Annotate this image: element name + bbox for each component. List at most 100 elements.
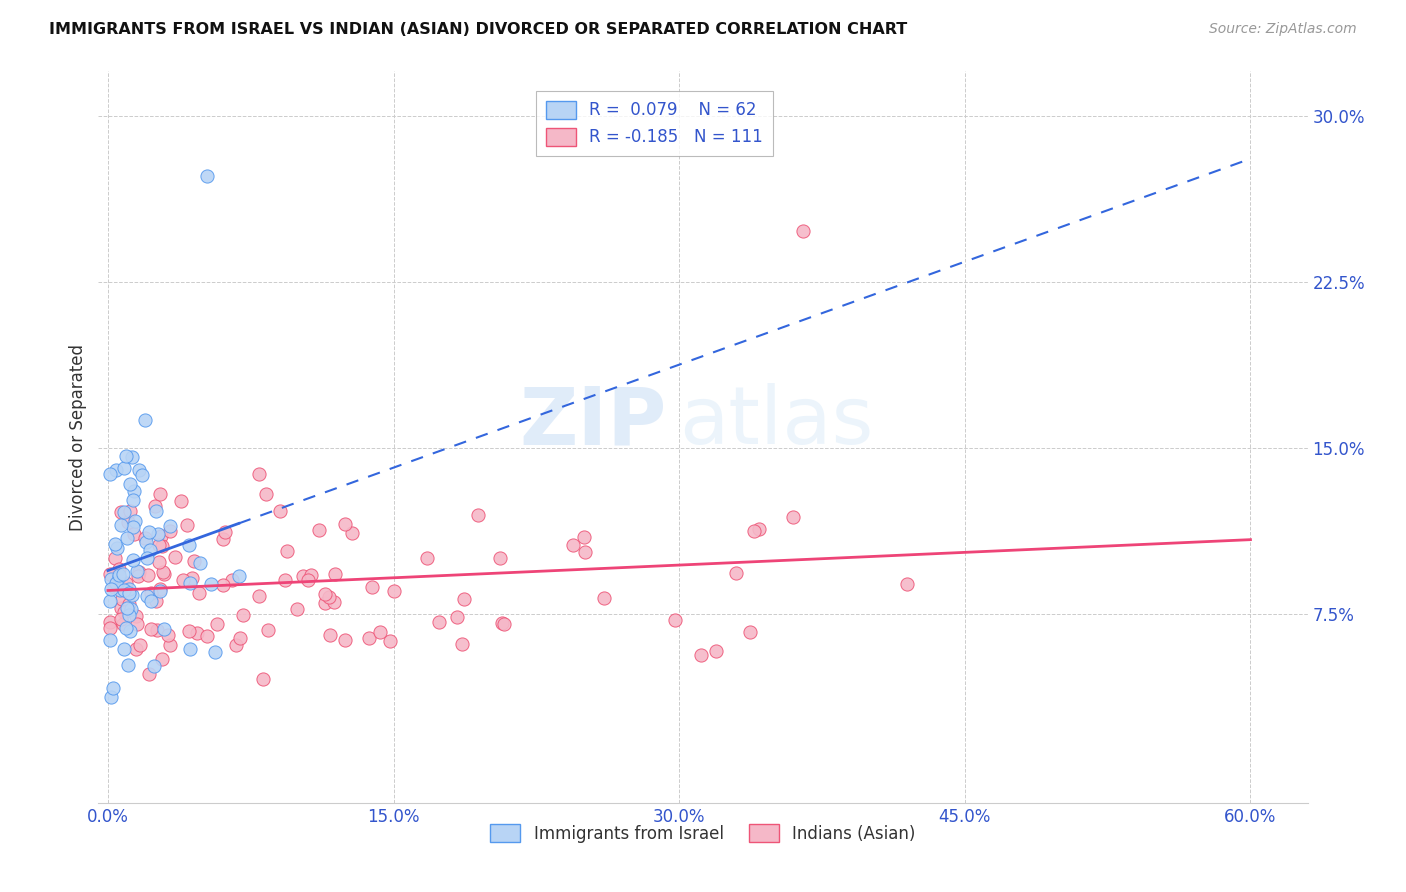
Point [179,538,201,552]
Point [314,596,336,610]
Y-axis label: Divorced or Separated: Divorced or Separated [69,343,87,531]
Point [748,522,770,536]
Point [107,570,129,584]
Point [228,631,250,645]
Point [297,574,319,588]
Point [141,594,163,608]
Point [416,551,439,566]
Point [195,629,218,643]
Point [269,504,291,518]
Point [333,516,356,531]
Point [299,568,322,582]
Point [152,622,174,636]
Point [247,589,270,603]
Point [232,607,254,622]
Point [148,538,170,552]
Point [125,564,148,578]
Point [127,569,149,583]
Point [122,527,145,541]
Point [489,551,512,566]
Point [127,616,149,631]
Point [592,591,614,605]
Point [170,494,193,508]
Point [110,612,132,626]
Point [110,601,132,615]
Point [179,641,201,656]
Point [247,467,270,481]
Point [491,616,513,631]
Point [115,531,138,545]
Point [446,610,468,624]
Point [159,524,181,539]
Point [292,569,315,583]
Text: ZIP: ZIP [519,384,666,461]
Point [257,623,280,637]
Point [98,566,121,581]
Point [285,602,308,616]
Point [427,615,450,629]
Point [333,632,356,647]
Point [179,575,201,590]
Point [118,624,141,639]
Point [120,602,142,616]
Point [110,518,132,533]
Point [108,561,131,575]
Text: IMMIGRANTS FROM ISRAEL VS INDIAN (ASIAN) DIVORCED OR SEPARATED CORRELATION CHART: IMMIGRANTS FROM ISRAEL VS INDIAN (ASIAN)… [49,22,907,37]
Point [121,588,143,602]
Point [359,631,381,645]
Point [135,589,157,603]
Point [195,169,218,183]
Point [105,463,128,477]
Point [492,617,515,632]
Point [314,587,336,601]
Point [183,554,205,568]
Point [128,463,150,477]
Point [98,621,121,635]
Point [135,535,157,549]
Point [141,586,163,600]
Point [152,565,174,579]
Point [146,526,169,541]
Point [115,449,138,463]
Point [115,621,138,635]
Point [117,516,139,530]
Point [792,224,814,238]
Point [221,573,243,587]
Point [136,550,159,565]
Point [368,624,391,639]
Point [214,524,236,539]
Point [159,638,181,652]
Point [204,645,226,659]
Legend: Immigrants from Israel, Indians (Asian): Immigrants from Israel, Indians (Asian) [484,817,922,849]
Point [254,487,277,501]
Point [136,568,159,582]
Point [273,573,295,587]
Point [149,583,172,598]
Point [744,524,766,538]
Point [378,633,401,648]
Point [117,658,139,673]
Point [382,583,405,598]
Point [704,644,727,658]
Point [186,626,208,640]
Point [112,505,135,519]
Point [112,461,135,475]
Point [100,690,122,704]
Point [252,672,274,686]
Point [128,565,150,579]
Point [153,566,176,581]
Point [725,566,748,580]
Point [118,598,141,612]
Point [323,595,346,609]
Point [574,544,596,558]
Point [134,531,156,545]
Point [98,467,121,482]
Point [207,617,229,632]
Point [176,518,198,533]
Point [104,576,127,591]
Point [340,526,363,541]
Point [145,503,167,517]
Point [212,533,235,547]
Point [122,519,145,533]
Point [117,582,139,596]
